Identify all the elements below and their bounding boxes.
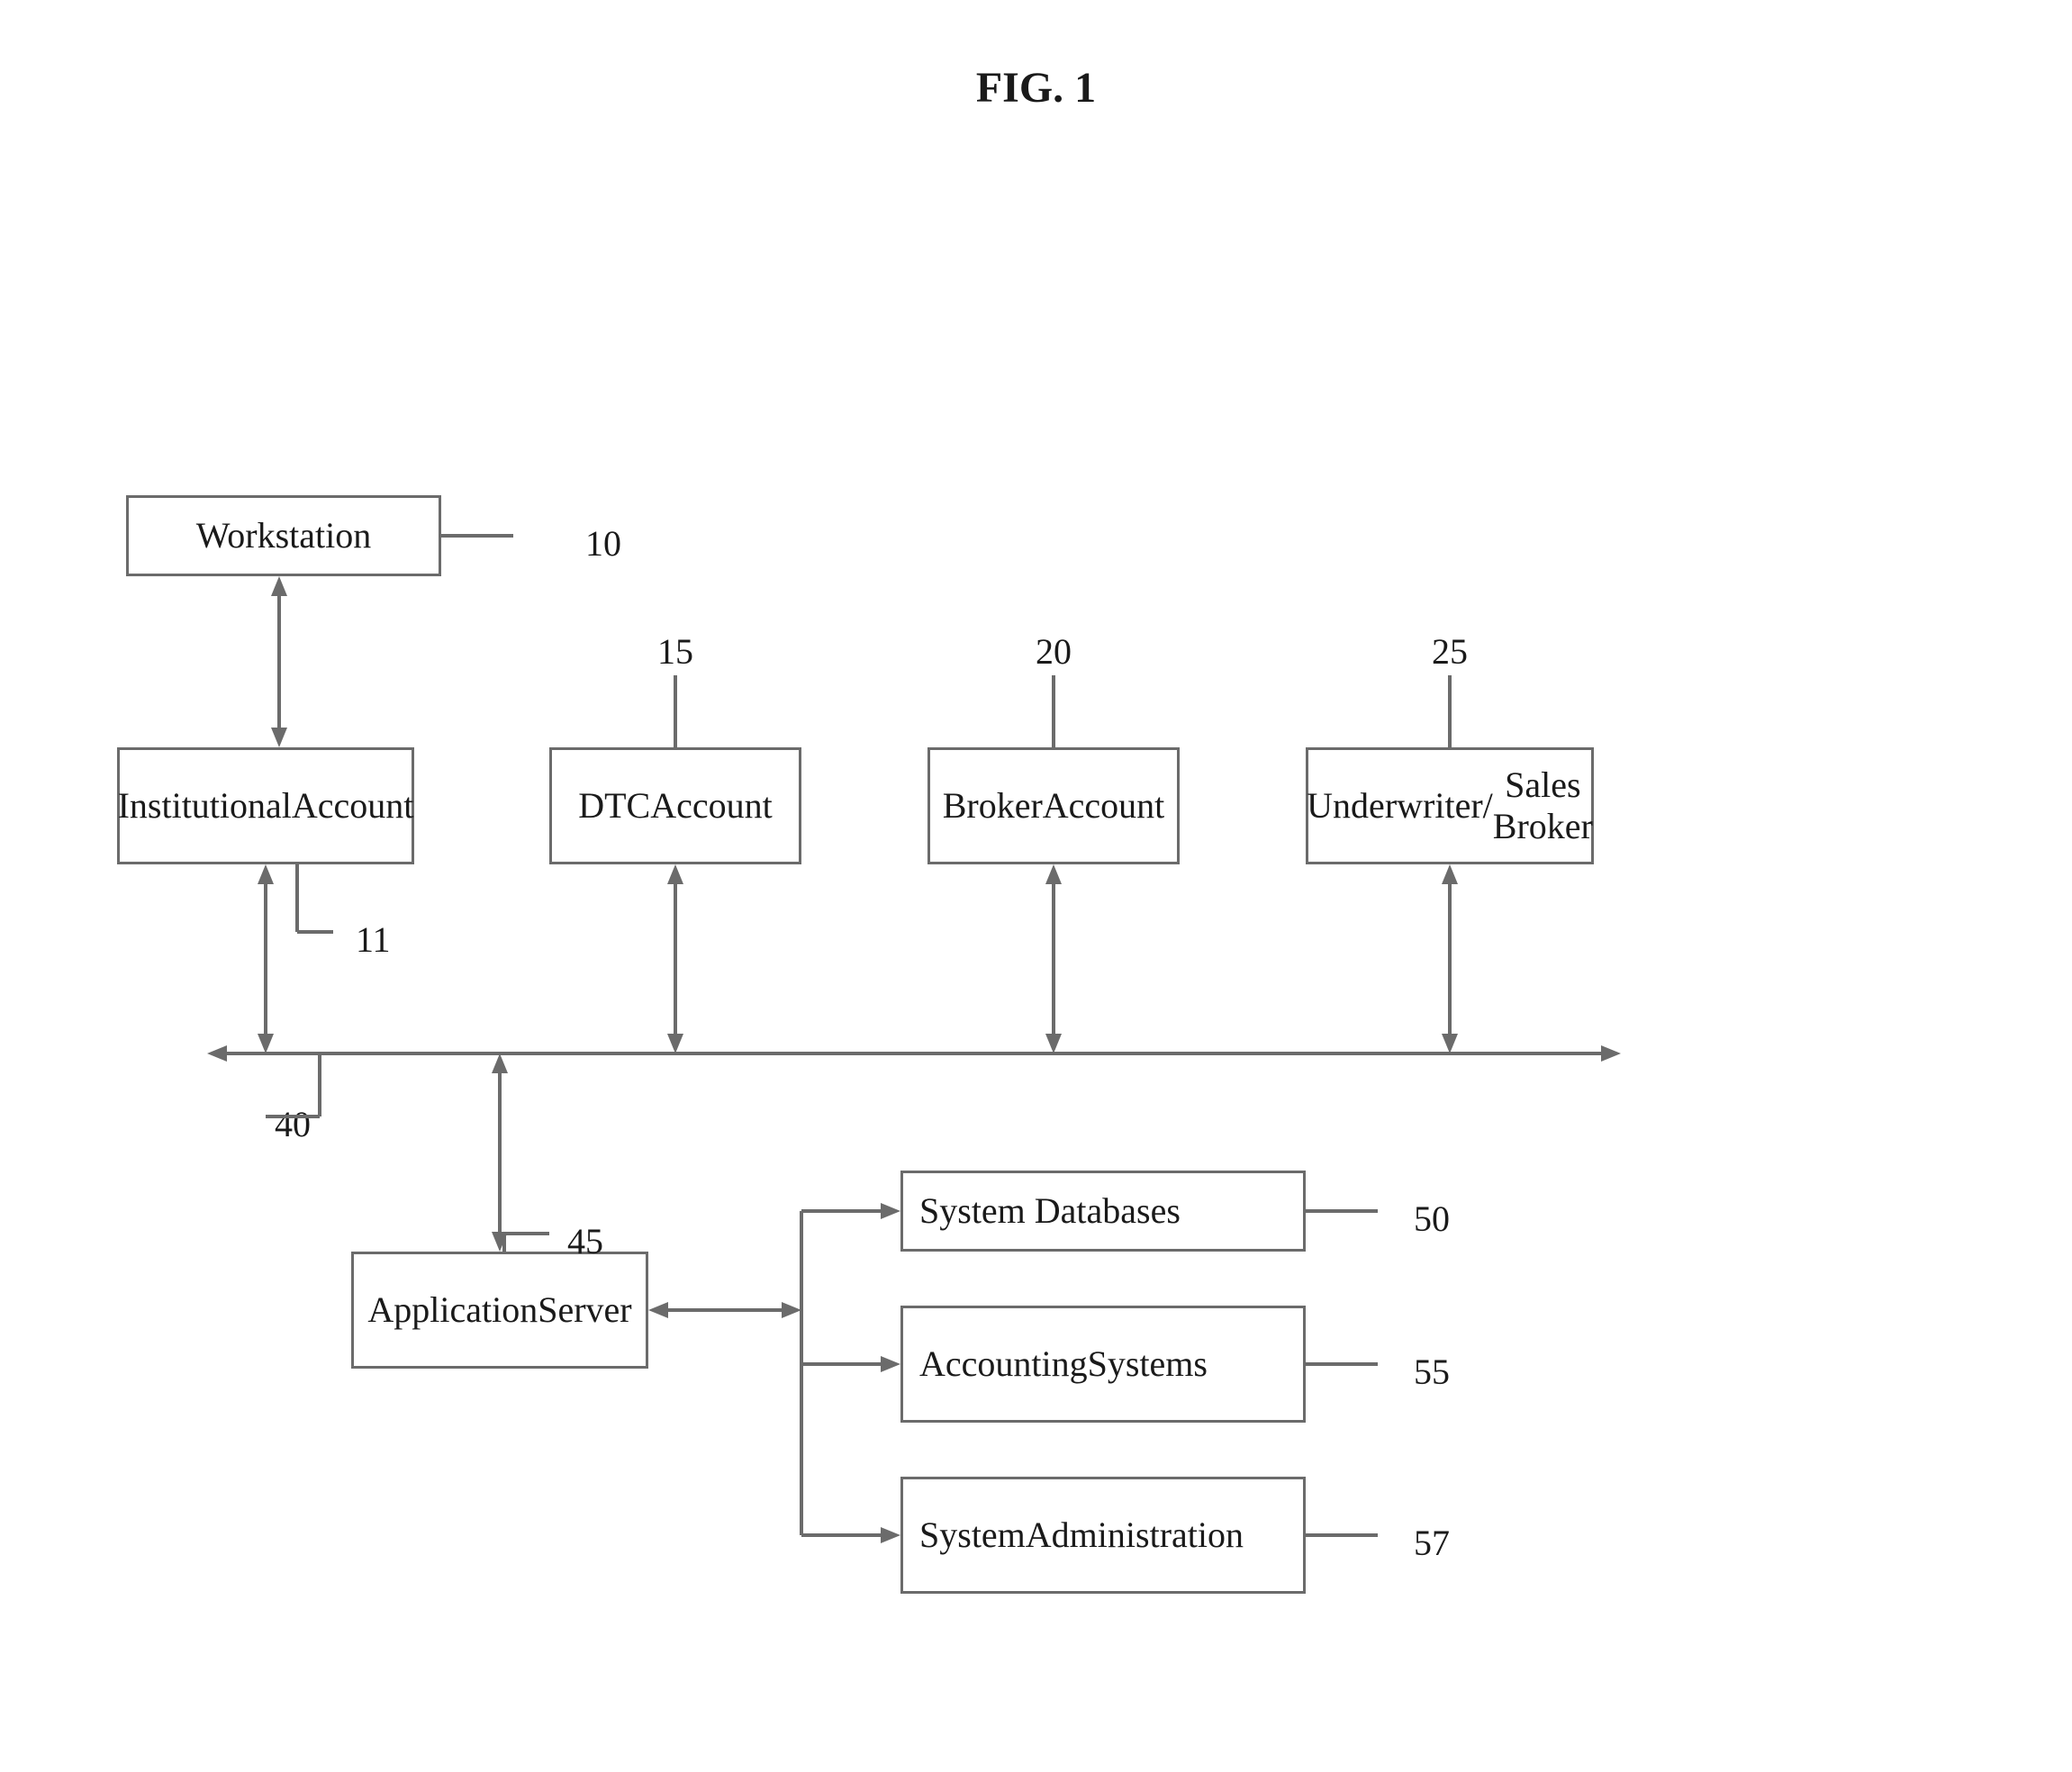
edges-layer <box>0 0 2072 1772</box>
diagram-canvas: FIG. 1 Workstation InstitutionalAccount … <box>0 0 2072 1772</box>
